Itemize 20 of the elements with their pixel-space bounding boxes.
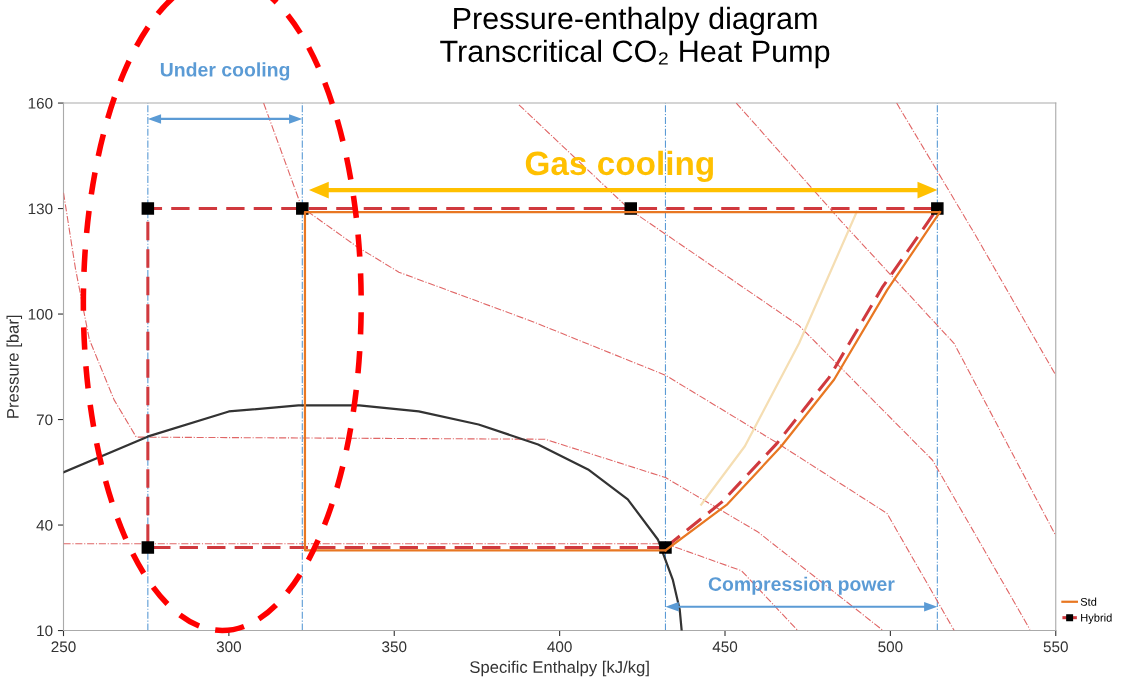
x-tick-label: 400 [547, 641, 572, 653]
annotation: Gas cooling [525, 150, 713, 182]
text: Under cooling [160, 62, 290, 81]
legend-label: Hybrid [1081, 613, 1112, 624]
chart-title: Pressure-enthalpy diagram Transcritical CO₂ Heat Pump [440, 6, 830, 69]
x-tick-label: 350 [382, 641, 407, 653]
legend-label: Std [1080, 597, 1097, 606]
y-axis-title: Pressure [bar] [6, 315, 23, 418]
x-tick-label: 550 [1043, 641, 1068, 653]
y-tick-label: 10 [37, 625, 53, 637]
x-axis-title: Specific Enthalpy [kJ/kg] [470, 660, 649, 677]
x-tick-label: 450 [712, 641, 738, 653]
y-tick-label: 160 [28, 97, 53, 109]
y-tick-label: 130 [28, 203, 53, 215]
x-tick-label: 300 [216, 641, 242, 653]
x-tick-label: 250 [51, 641, 76, 653]
y-tick-label: 40 [36, 519, 53, 531]
x-tick-label: 500 [878, 641, 903, 653]
y-tick-label: 70 [36, 414, 53, 426]
y-tick-label: 100 [28, 308, 53, 320]
